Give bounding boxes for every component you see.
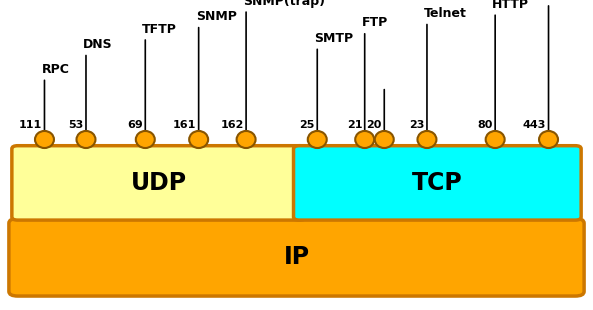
Text: 21: 21	[347, 120, 362, 130]
Text: DNS: DNS	[83, 38, 113, 51]
Text: 20: 20	[366, 120, 382, 130]
Ellipse shape	[35, 131, 54, 148]
Ellipse shape	[417, 131, 436, 148]
FancyBboxPatch shape	[12, 146, 305, 220]
Ellipse shape	[136, 131, 155, 148]
Text: TCP: TCP	[412, 171, 463, 195]
Text: FTP: FTP	[362, 16, 388, 29]
Text: IP: IP	[283, 245, 310, 269]
Text: SNMP: SNMP	[196, 10, 237, 23]
Text: RPC: RPC	[42, 63, 69, 76]
Text: TFTP: TFTP	[142, 23, 177, 36]
Ellipse shape	[237, 131, 256, 148]
Ellipse shape	[355, 131, 374, 148]
Text: 53: 53	[68, 120, 84, 130]
Text: 162: 162	[221, 120, 244, 130]
Ellipse shape	[308, 131, 327, 148]
Text: 443: 443	[523, 120, 546, 130]
Text: SNMP(trap): SNMP(trap)	[243, 0, 325, 8]
Ellipse shape	[486, 131, 505, 148]
Text: HTTPS: HTTPS	[546, 0, 592, 2]
Text: UDP: UDP	[130, 171, 187, 195]
FancyBboxPatch shape	[294, 146, 581, 220]
Text: 80: 80	[477, 120, 493, 130]
Ellipse shape	[76, 131, 95, 148]
Ellipse shape	[375, 131, 394, 148]
Text: 23: 23	[409, 120, 425, 130]
Text: 69: 69	[127, 120, 143, 130]
Text: 111: 111	[19, 120, 42, 130]
Ellipse shape	[539, 131, 558, 148]
Text: 25: 25	[299, 120, 315, 130]
Text: 161: 161	[173, 120, 196, 130]
Text: Telnet: Telnet	[424, 7, 467, 20]
Text: SMTP: SMTP	[314, 32, 353, 45]
Text: HTTP: HTTP	[492, 0, 529, 11]
Ellipse shape	[189, 131, 208, 148]
FancyBboxPatch shape	[9, 219, 584, 296]
